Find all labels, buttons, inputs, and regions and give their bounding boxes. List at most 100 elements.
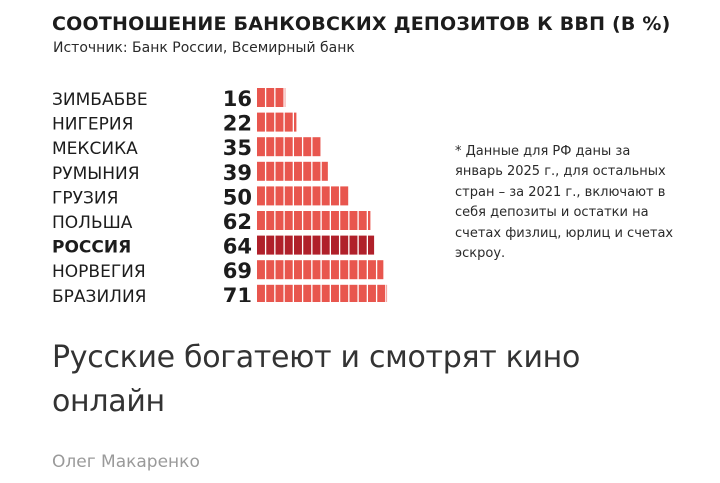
bar-segment — [368, 235, 375, 255]
bar-segment — [368, 284, 376, 302]
bar-segment — [284, 260, 293, 280]
bar-segment — [284, 161, 293, 181]
bar — [257, 88, 286, 107]
value-label: 22 — [223, 112, 252, 136]
bar — [257, 137, 321, 157]
bar-segment — [368, 260, 376, 280]
bar-segment — [331, 284, 339, 302]
chart-footnote: * Данные для РФ даны за январь 2025 г., … — [455, 144, 674, 262]
article-headline[interactable]: Русские богатеют и смотрят кино онлайн — [52, 340, 581, 419]
bar-segment — [294, 235, 302, 255]
bar-segment — [266, 235, 275, 255]
bar-segment — [358, 284, 367, 302]
bar-segment — [321, 260, 330, 280]
value-label: 39 — [223, 161, 252, 185]
bar-segment — [257, 260, 265, 280]
bar-segment — [294, 186, 302, 206]
bar-segment — [321, 284, 330, 302]
bar-segment — [312, 260, 321, 280]
bar-segment — [312, 186, 321, 206]
bar-segment — [340, 284, 349, 302]
bar-chart: ЗИМБАБВЕ 16 НИГЕРИЯ 22 МЕКСИКА 35 РУМЫНИЯ 39 ГРУ… — [52, 87, 388, 302]
bar-segment — [275, 161, 284, 181]
bar — [257, 211, 371, 230]
bar-segment — [266, 88, 275, 107]
bar-segment — [275, 260, 284, 280]
bar-segment — [275, 88, 284, 107]
bar-segment — [340, 211, 349, 230]
bar-segment — [275, 112, 284, 132]
article-author[interactable]: Олег Макаренко — [52, 452, 200, 472]
bar-segment — [358, 260, 367, 280]
bar-segment — [294, 260, 302, 280]
bar-segment — [312, 284, 321, 302]
bar-segment — [257, 211, 265, 230]
bar-segment — [257, 186, 265, 206]
bar-segment — [377, 284, 386, 302]
bar-segment — [284, 186, 293, 206]
bar-segment — [275, 211, 284, 230]
bar-segment — [284, 112, 293, 132]
bar-segment — [349, 235, 358, 255]
bar-segment — [257, 161, 265, 181]
bar-segment — [284, 88, 286, 107]
bar-segment — [257, 112, 265, 132]
chart-title: СООТНОШЕНИЕ БАНКОВСКИХ ДЕПОЗИТОВ К ВВП (… — [52, 13, 671, 35]
chart-source: Источник: Банк России, Всемирный банк — [53, 40, 355, 56]
bar-segment — [303, 284, 312, 302]
bar-segment — [386, 284, 388, 302]
bar-segment — [266, 112, 275, 132]
category-label: ПОЛЬША — [52, 213, 133, 233]
chart-card[interactable]: СООТНОШЕНИЕ БАНКОВСКИХ ДЕПОЗИТОВ К ВВП (… — [0, 0, 720, 302]
bar-segment — [349, 284, 358, 302]
bar-segment — [321, 186, 330, 206]
bar-segment — [257, 235, 265, 255]
bar-segment — [368, 211, 371, 230]
bar-segment — [303, 161, 312, 181]
bar-segment — [257, 137, 265, 157]
bar-segment — [331, 260, 339, 280]
category-label: НИГЕРИЯ — [52, 115, 133, 135]
bar-segment — [284, 211, 293, 230]
bar-segment — [331, 235, 339, 255]
value-label: 71 — [223, 284, 252, 302]
bar-segment — [358, 235, 367, 255]
bar-segment — [284, 137, 293, 157]
bar-segment — [294, 112, 297, 132]
bar-segment — [275, 186, 284, 206]
value-label: 35 — [223, 136, 252, 160]
bar-segment — [275, 284, 284, 302]
category-label: РОССИЯ — [52, 238, 131, 258]
bar-segment — [303, 211, 312, 230]
category-label: НОРВЕГИЯ — [52, 262, 146, 282]
bar — [257, 112, 297, 132]
bar-segment — [377, 260, 384, 280]
value-label: 64 — [223, 235, 252, 259]
bar-segment — [349, 211, 358, 230]
value-label: 62 — [223, 210, 252, 234]
category-label: МЕКСИКА — [52, 139, 138, 159]
bar-segment — [266, 186, 275, 206]
bar-segment — [257, 284, 265, 302]
bar-segment — [321, 161, 328, 181]
bar-segment — [284, 235, 293, 255]
bar-segment — [266, 137, 275, 157]
bar-segment — [331, 186, 339, 206]
bar-segment — [275, 137, 284, 157]
bar — [257, 260, 384, 280]
value-label: 50 — [223, 185, 252, 209]
bar-segment — [312, 137, 321, 157]
bar-segment — [303, 260, 312, 280]
bar-segment — [321, 211, 330, 230]
bar-segment — [294, 284, 302, 302]
bar-segment — [321, 235, 330, 255]
bar-segment — [303, 186, 312, 206]
bar-segment — [257, 88, 265, 107]
bar — [257, 284, 388, 302]
bar-segment — [331, 211, 339, 230]
bar-segment — [340, 186, 349, 206]
category-label: ГРУЗИЯ — [52, 188, 118, 208]
category-label: РУМЫНИЯ — [52, 164, 140, 184]
bar — [257, 161, 328, 181]
bar-segment — [266, 211, 275, 230]
